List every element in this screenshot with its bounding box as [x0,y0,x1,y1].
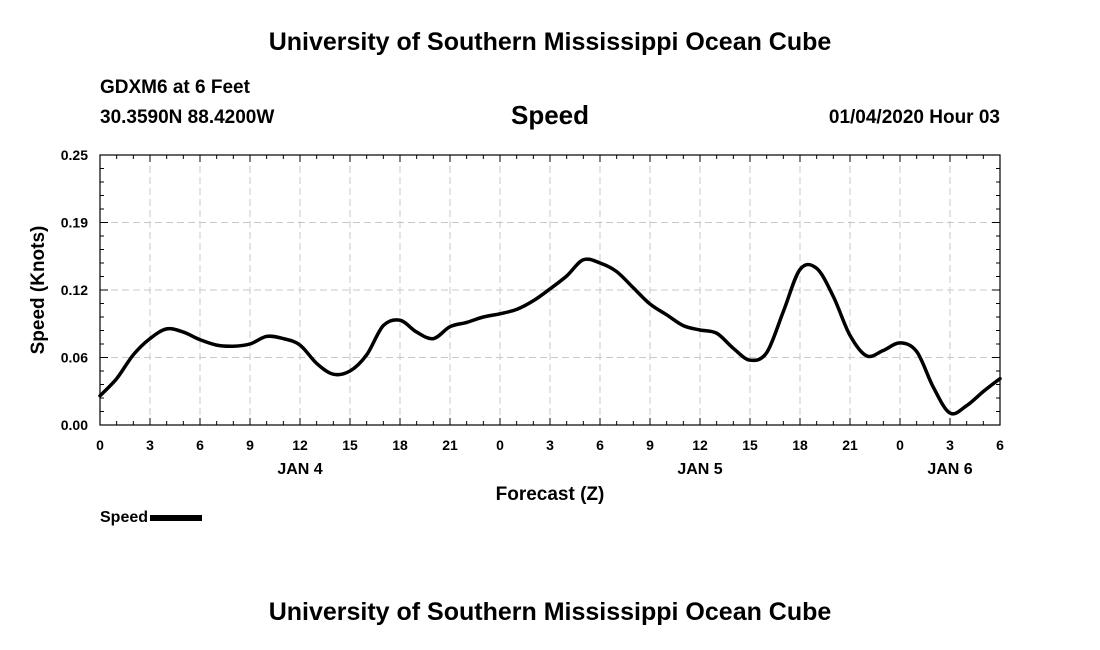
y-tick-label: 0.12 [61,282,88,298]
x-tick-label: 6 [596,437,604,453]
day-label: JAN 5 [677,461,722,478]
legend-label: Speed [100,509,149,526]
legend-swatch [150,515,203,521]
x-tick-label: 6 [196,437,204,453]
y-tick-label: 0.19 [61,215,88,231]
x-tick-label: 15 [342,437,358,453]
x-tick-label: 6 [996,437,1004,453]
day-label: JAN 6 [927,461,972,478]
coordinates-label: 30.3590N 88.4200W [100,107,275,128]
day-label: JAN 4 [277,461,322,478]
legend: Speed [100,509,203,527]
station-label: GDXM6 at 6 Feet [100,77,250,98]
valid-time-label: 01/04/2020 Hour 03 [828,107,1000,128]
x-tick-label: 12 [292,437,308,453]
y-tick-label: 0.25 [61,147,88,163]
y-tick-label: 0.00 [61,417,88,433]
x-tick-label: 18 [392,437,408,453]
bottom-title: University of Southern Mississippi Ocean… [268,598,832,626]
x-tick-label: 15 [742,437,758,453]
x-tick-label: 0 [96,437,104,453]
x-tick-label: 3 [946,437,954,453]
labels-layer: 0 3 6 9 12 15 18 21 0 3 6 9 12 15 18 21 0 3 6 0.00 0.06 0.12 0… [61,147,1004,478]
y-tick-label: 0.06 [61,350,88,366]
x-tick-label: 0 [896,437,904,453]
x-tick-label: 0 [496,437,504,453]
x-tick-label: 3 [546,437,554,453]
x-tick-label: 9 [646,437,654,453]
x-axis-label: Forecast (Z) [496,484,605,505]
chart-title: Speed [510,100,590,130]
plot-frame [99,154,1001,426]
x-tick-label: 21 [842,437,858,453]
x-tick-label: 9 [246,437,254,453]
x-tick-label: 12 [692,437,708,453]
speed-series-line [98,257,1002,416]
grid-layer [100,155,1000,425]
top-title: University of Southern Mississippi Ocean… [268,28,832,56]
y-axis-label: Speed (Knots) [28,226,49,355]
x-tick-label: 18 [792,437,808,453]
x-tick-label: 3 [146,437,154,453]
x-tick-label: 21 [442,437,458,453]
